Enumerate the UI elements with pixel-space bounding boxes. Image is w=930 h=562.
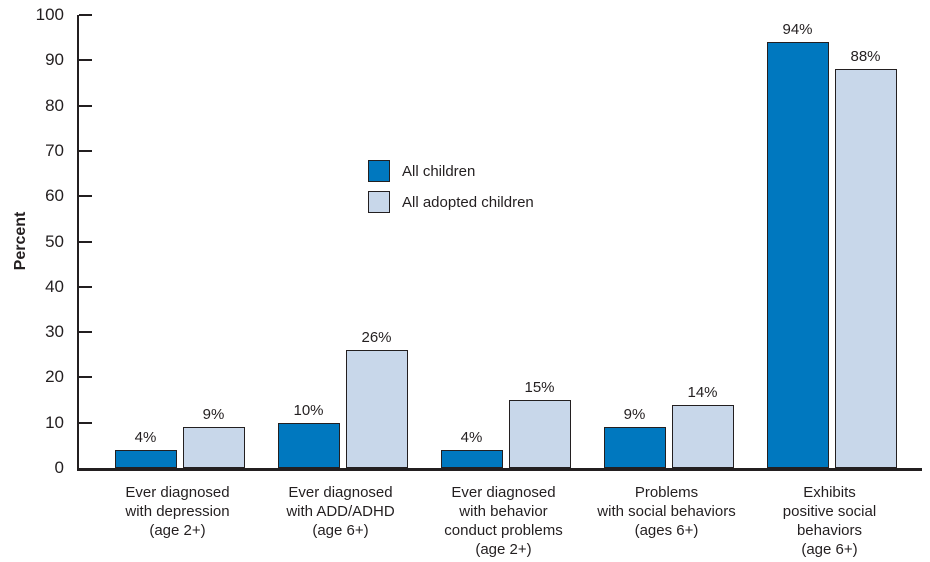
bar-all-adopted-children: 88% — [834, 48, 897, 468]
y-tick-label: 90 — [45, 50, 64, 70]
bar-value-label: 4% — [134, 428, 157, 446]
bar-value-label: 9% — [202, 406, 225, 424]
bar-value-label: 88% — [850, 48, 881, 66]
bar-all-adopted-children: 9% — [182, 406, 245, 468]
bar-groups: 4% 9% 10% 26% 4% 15% 9% 14% 94% 88% — [79, 15, 922, 468]
y-tick-mark — [79, 14, 92, 16]
y-tick-label: 100 — [35, 5, 64, 24]
bar-all-children: 4% — [440, 429, 503, 468]
bar-value-label: 4% — [460, 428, 483, 446]
y-tick-label: 80 — [45, 95, 64, 115]
y-tick-mark — [79, 59, 92, 62]
y-tick-label: 50 — [45, 231, 64, 251]
y-tick-label: 30 — [45, 322, 64, 342]
bar-all-children: 9% — [603, 406, 666, 468]
bar-group: 4% 15% — [424, 15, 587, 468]
bar-group: 4% 9% — [98, 15, 261, 468]
y-tick-label: 70 — [45, 140, 64, 160]
x-category-label: Ever diagnosed with ADD/ADHD (age 6+) — [286, 484, 395, 539]
x-category-label: Problems with social behaviors (ages 6+) — [597, 484, 736, 539]
bar-value-label: 15% — [524, 379, 555, 397]
bar-all-children: 4% — [114, 429, 177, 468]
legend-label: All children — [402, 162, 476, 180]
y-tick-mark — [79, 240, 92, 243]
x-category-label: Ever diagnosed with behavior conduct pro… — [444, 484, 563, 558]
y-tick-label: 10 — [45, 412, 64, 432]
y-tick-mark — [79, 421, 92, 424]
bar-all-children: 10% — [277, 402, 340, 468]
x-category-label: Exhibits positive social behaviors (age … — [782, 484, 877, 558]
legend-swatch — [368, 160, 390, 182]
y-tick-label: 60 — [45, 186, 64, 206]
y-tick-mark — [79, 331, 92, 334]
y-tick-mark — [79, 149, 92, 152]
bar-all-adopted-children: 15% — [508, 379, 571, 468]
bar-all-adopted-children: 26% — [345, 329, 408, 468]
bar-all-children: 94% — [766, 21, 829, 468]
bar-value-label: 94% — [782, 21, 813, 39]
bar-group: 94% 88% — [750, 15, 913, 468]
y-tick-label: 40 — [45, 276, 64, 296]
x-axis-category-labels: Ever diagnosed with depression (age 2+) E… — [77, 483, 930, 559]
y-tick-mark — [79, 285, 92, 288]
legend-swatch — [368, 191, 390, 213]
y-tick-mark — [79, 376, 92, 379]
y-tick-label: 0 — [54, 458, 64, 477]
y-tick-mark — [79, 104, 92, 107]
y-tick-mark — [79, 195, 92, 198]
bar-group: 9% 14% — [587, 15, 750, 468]
legend: All children All adopted children — [368, 160, 534, 213]
bar-all-adopted-children: 14% — [671, 384, 734, 468]
legend-label: All adopted children — [402, 193, 534, 211]
legend-item: All children — [368, 160, 534, 182]
legend-item: All adopted children — [368, 191, 534, 213]
bar-value-label: 14% — [687, 383, 718, 401]
bar-value-label: 9% — [623, 406, 646, 424]
bar-group: 10% 26% — [261, 15, 424, 468]
plot-area: 0 10 20 30 40 50 60 70 80 90 100 4% 9% 10% 26% 4% 15% 9%… — [36, 5, 922, 477]
y-tick-label: 20 — [45, 367, 64, 387]
bar-value-label: 26% — [361, 329, 392, 347]
bar-value-label: 10% — [293, 401, 324, 419]
x-category-label: Ever diagnosed with depression (age 2+) — [125, 484, 230, 539]
